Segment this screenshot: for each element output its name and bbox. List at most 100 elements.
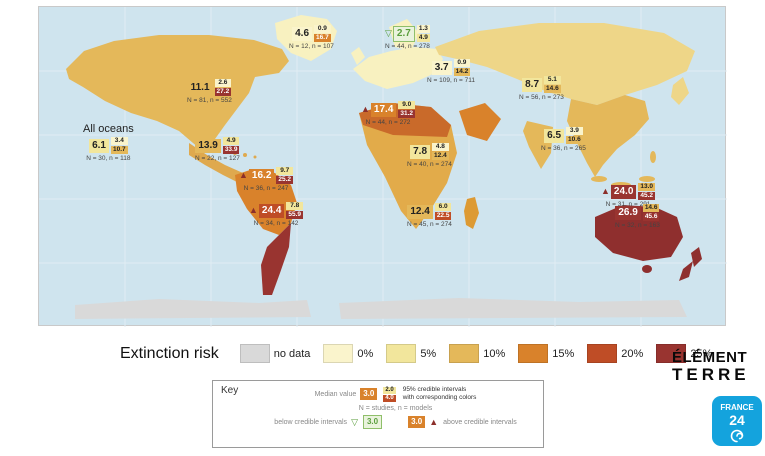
world-map-svg <box>39 7 727 327</box>
region-philippines <box>650 151 656 163</box>
ci-low: 2.6 <box>214 79 232 87</box>
median-value: 6.1 <box>89 138 109 153</box>
legend-item: 0% <box>323 344 373 363</box>
sample-size: N = 45, n = 274 <box>407 221 452 228</box>
legend-label: no data <box>273 347 311 360</box>
region-label-northern-asia: 8.7 5.1 14.6 N = 56, n = 273 <box>519 76 564 102</box>
ci-high: 4.9 <box>416 34 430 42</box>
region-label-central-america: 13.9 4.9 33.9 N = 22, n = 127 <box>195 137 240 163</box>
key-ci-high: 4.0 <box>383 394 396 402</box>
region-label-greenland: 4.6 0.9 16.7 N = 12, n = 107 <box>289 25 334 51</box>
continent-antarctica <box>75 299 311 319</box>
sample-size: N = 36, n = 247 <box>243 185 289 192</box>
median-value: 26.9 <box>615 205 641 220</box>
ci-low: 9.0 <box>398 101 416 109</box>
region-label-south-america-south: ▲ 24.4 7.8 55.9 N = 34, n = 142 <box>249 202 304 228</box>
sample-size: N = 56, n = 273 <box>519 94 564 101</box>
median-value: 16.2 <box>248 168 275 183</box>
ci-high: 45.6 <box>642 213 660 221</box>
legend-swatch <box>587 344 618 363</box>
region-label-south-america-north: ▲ 16.2 9.7 25.2 N = 36, n = 247 <box>239 167 294 193</box>
sample-size: N = 32, n = 163 <box>615 222 660 229</box>
ci-low: 4.9 <box>222 137 240 145</box>
median-value: 6.5 <box>544 128 565 143</box>
region-label-north-america: 11.1 2.6 27.2 N = 81, n = 552 <box>187 79 232 105</box>
median-value: 13.9 <box>195 138 221 153</box>
median-value: 24.0 <box>610 184 637 199</box>
region-label-arctic: ▽ 2.7 1.3 4.9 N = 44, n = 278 <box>385 25 430 51</box>
region-madagascar <box>464 197 479 229</box>
legend-label: 10% <box>483 347 506 360</box>
france24-logo-text-24: 24 <box>729 412 745 428</box>
legend-swatch <box>449 344 480 363</box>
key-above-label: above credible intervals <box>443 418 517 426</box>
region-british-isles <box>351 47 365 65</box>
sample-size: N = 31, n = 291 <box>605 201 651 208</box>
sample-size: N = 36, n = 265 <box>541 145 586 152</box>
element-terre-line1: ÉLÉMENT <box>672 349 748 366</box>
element-terre-logo: ÉLÉMENT TERRE <box>672 350 750 384</box>
key-ci-text: 95% credible intervals with correspondin… <box>402 386 477 401</box>
element-terre-line2: TERRE <box>672 365 750 384</box>
region-japan <box>671 77 689 105</box>
sample-size: N = 40, n = 274 <box>407 161 452 168</box>
legend-swatch <box>656 344 687 363</box>
region-indonesia <box>591 176 607 182</box>
legend-label: 5% <box>420 347 437 360</box>
ci-high: 45.2 <box>638 192 656 200</box>
legend-label: 25% <box>690 347 713 360</box>
region-new-zealand <box>679 261 693 281</box>
median-value: 4.6 <box>292 26 313 41</box>
region-south-america-south <box>261 223 291 295</box>
key-box: Key Median value 3.0 2.0 4.0 95% credible… <box>212 380 544 448</box>
median-value: 2.7 <box>392 25 415 42</box>
france24-swirl-icon <box>730 429 744 443</box>
region-central-america <box>189 143 249 183</box>
ci-low: 3.4 <box>111 137 128 145</box>
legend-item: no data <box>239 344 311 363</box>
key-below-value: 3.0 <box>362 415 383 429</box>
legend-label: 0% <box>357 347 374 360</box>
ci-low: 0.9 <box>453 59 471 67</box>
ci-high: 16.7 <box>314 34 331 42</box>
region-label-mediterranean: ▲ 17.4 9.0 31.2 N = 44, n = 272 <box>361 101 416 127</box>
legend-swatch <box>518 344 549 363</box>
sample-size: N = 34, n = 142 <box>253 220 299 227</box>
region-label-south-asia: 6.5 3.9 10.6 N = 36, n = 265 <box>541 127 586 153</box>
ci-high: 31.2 <box>398 110 416 118</box>
ci-high: 14.6 <box>544 85 561 93</box>
sample-size: N = 81, n = 552 <box>187 97 232 104</box>
sample-size: N = 44, n = 278 <box>385 43 430 50</box>
ci-high: 12.4 <box>432 152 449 160</box>
all-oceans-title: All oceans <box>83 123 134 135</box>
key-median-label: Median value <box>314 390 357 398</box>
above-interval-icon: ▲ <box>249 205 258 215</box>
region-label-australia: 26.9 14.6 45.6 N = 32, n = 163 <box>615 204 660 230</box>
key-median-value: 3.0 <box>360 388 378 400</box>
key-nn-text: N = studies, n = models <box>358 405 433 412</box>
legend-title: Extinction risk <box>120 344 219 362</box>
above-interval-icon: ▲ <box>361 104 370 114</box>
key-median-row: Median value 3.0 2.0 4.0 95% credible int… <box>314 386 477 402</box>
ci-high: 14.2 <box>453 68 471 76</box>
median-value: 24.4 <box>258 203 285 218</box>
ci-low: 0.9 <box>314 25 331 33</box>
region-south-america-north <box>235 169 297 235</box>
region-label-new-zealand: ▲ 24.0 13.0 45.2 N = 31, n = 291 <box>601 183 656 209</box>
region-arabia <box>459 103 501 141</box>
ci-high: 55.9 <box>286 211 304 219</box>
sample-size: N = 109, n = 711 <box>427 77 475 84</box>
below-interval-icon: ▽ <box>351 416 358 427</box>
ci-low: 3.9 <box>566 127 583 135</box>
region-indonesia <box>639 176 655 182</box>
color-legend: Extinction risk no data 0% 5% 10% 15% 20… <box>120 344 712 363</box>
legend-label: 20% <box>621 347 644 360</box>
ci-high: 33.9 <box>222 146 240 154</box>
ci-low: 14.6 <box>642 204 660 212</box>
ci-high: 10.6 <box>566 136 583 144</box>
region-label-europe: 3.7 0.9 14.2 N = 109, n = 711 <box>427 59 475 85</box>
ci-high: 27.2 <box>214 88 232 96</box>
caribbean-island <box>243 153 247 157</box>
ci-low: 4.8 <box>432 143 449 151</box>
